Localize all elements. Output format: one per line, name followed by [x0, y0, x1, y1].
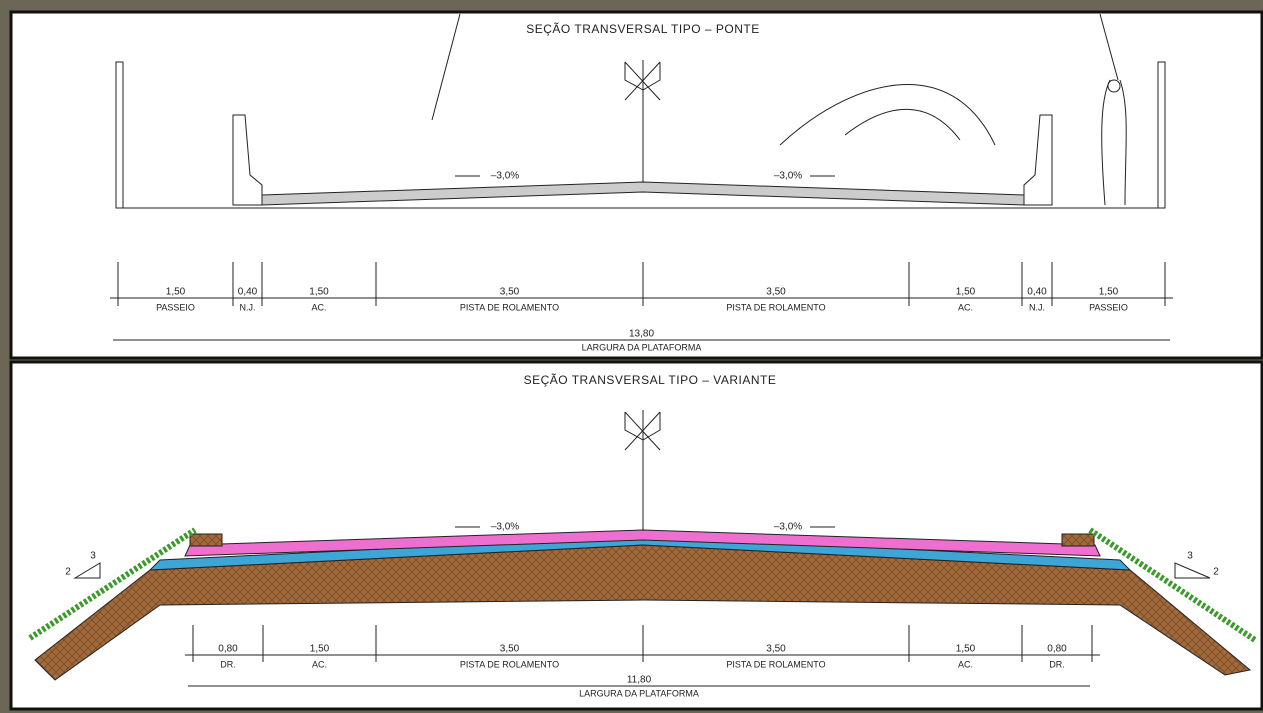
dimension-value: 0,80: [1047, 644, 1067, 655]
dimension-value: 3,50: [500, 287, 520, 298]
dimension-label: AC.: [958, 302, 973, 312]
road-section: [28, 410, 1257, 681]
dimension-value: 3,50: [500, 644, 520, 655]
dimension-label: DR.: [220, 659, 236, 669]
dimension-value: 1,50: [1099, 287, 1119, 298]
slope-label: –3,0%: [774, 171, 802, 182]
total-label: LARGURA DA PLATAFORMA: [582, 342, 702, 352]
dimension-label: AC.: [312, 659, 327, 669]
dimension-value: 1,50: [310, 644, 330, 655]
dimension-value: 1,50: [956, 287, 976, 298]
dimension-label: PASSEIO: [1089, 302, 1128, 312]
dimension-value: 0,40: [1027, 287, 1047, 298]
dimension-label: AC.: [958, 659, 973, 669]
dimension-label: N.J.: [239, 302, 255, 312]
ratio-h: 3: [90, 551, 96, 562]
dimension-label: PISTA DE ROLAMENTO: [460, 659, 559, 669]
slope-label: –3,0%: [774, 522, 802, 533]
dimension-label: PISTA DE ROLAMENTO: [460, 302, 559, 312]
dimension-label: PISTA DE ROLAMENTO: [726, 659, 825, 669]
dimension-label: AC.: [311, 302, 326, 312]
total-label: LARGURA DA PLATAFORMA: [579, 688, 699, 698]
slope-label: –3,0%: [491, 522, 519, 533]
total-value: 11,80: [627, 675, 652, 686]
dimension-label: DR.: [1049, 659, 1065, 669]
dimension-value: 1,50: [166, 287, 186, 298]
section-title: SEÇÃO TRANSVERSAL TIPO – VARIANTE: [524, 373, 777, 387]
dimension-value: 3,50: [766, 644, 786, 655]
dimension-label: N.J.: [1029, 302, 1045, 312]
bridge-section: [115, 13, 1166, 209]
slope-label: –3,0%: [491, 171, 519, 182]
section-title: SEÇÃO TRANSVERSAL TIPO – PONTE: [526, 22, 760, 36]
dimension-value: 3,50: [766, 287, 786, 298]
dimension-label: PISTA DE ROLAMENTO: [726, 302, 825, 312]
ratio-v: 2: [65, 567, 71, 578]
dimension-label: PASSEIO: [156, 302, 195, 312]
ratio-h: 3: [1187, 551, 1193, 562]
dimension-value: 1,50: [956, 644, 976, 655]
dimension-value: 0,80: [218, 644, 238, 655]
total-value: 13,80: [629, 329, 654, 340]
dimension-value: 1,50: [309, 287, 329, 298]
dimension-value: 0,40: [238, 287, 258, 298]
ratio-v: 2: [1213, 567, 1219, 578]
